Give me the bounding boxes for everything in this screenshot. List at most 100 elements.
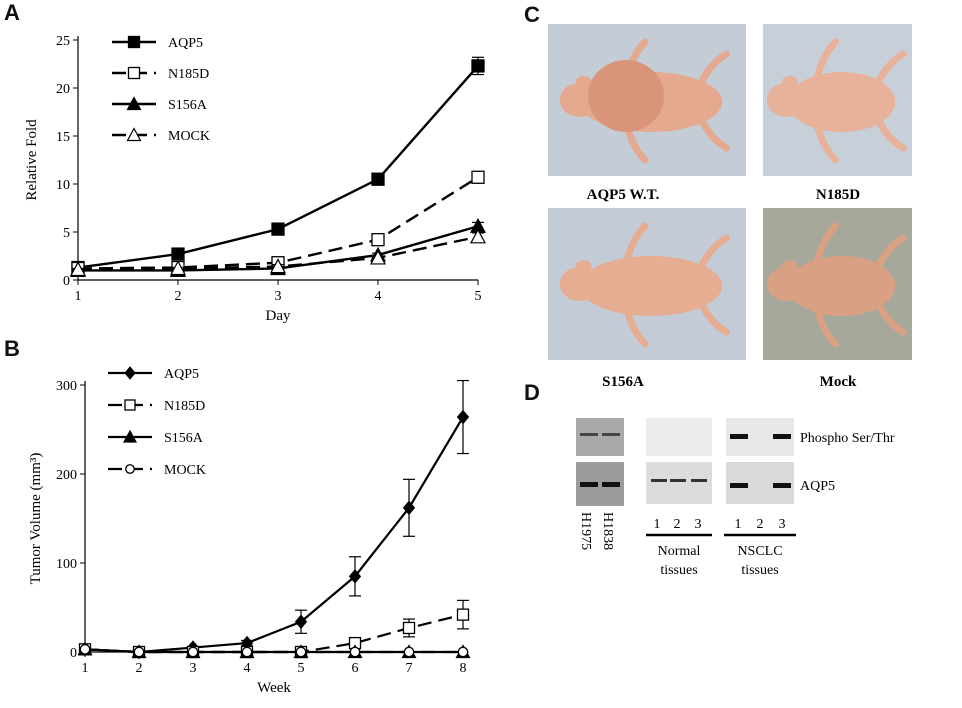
legend-label-aqp5: AQP5 [168,36,203,51]
legend-label-s156a: S156A [168,98,208,113]
mouse-leg [814,38,839,80]
mouse-leg [698,234,730,268]
x-tick-label: 4 [375,289,382,304]
data-point [369,249,387,265]
x-tick-label: 2 [175,289,182,304]
legend-marker [125,464,135,474]
mouse-photo-4 [763,208,912,360]
chart-relative-fold: 0 5 10 15 20 25 1 2 3 4 5 Day Relative Fold AQP5 N185D… [24,34,487,324]
series-line [77,65,479,269]
x-tick-label: 6 [352,661,359,676]
x-tick-label: 8 [460,661,467,676]
x-tick-label: 4 [244,661,251,676]
mouse-ear [781,260,798,272]
legend-marker [122,429,138,443]
photo-label-1: AQP5 W.T. [587,187,660,203]
photo-label-3: S156A [602,374,644,390]
legend-marker [124,399,136,411]
data-point [348,569,362,584]
band [773,434,791,439]
x-axis-title: Day [266,308,291,324]
data-point [169,260,187,276]
mouse-ear [781,76,798,88]
mouse-body [579,256,723,316]
photo-label-2: N185D [816,187,860,203]
data-point [171,247,185,261]
legend-label-s156a: S156A [164,431,204,446]
data-point [295,646,307,658]
lane-number: 2 [674,517,681,532]
data-point [471,170,485,184]
mouse-photo-2 [763,24,912,176]
mouse-leg [623,222,649,264]
y-tick-label: 20 [56,82,70,97]
data-point [456,409,470,425]
data-point [69,261,87,277]
mouse-photo-grid: AQP5 W.T. N185D S156A Mock [548,24,912,390]
band [580,433,598,436]
cell-line-h1975: H1975 [578,512,593,550]
y-tick-label: 0 [70,646,77,661]
mouse-body [787,256,896,316]
x-tick-label: 7 [406,661,413,676]
mouse-leg [623,306,649,348]
data-point [269,258,287,274]
y-tick-label: 100 [56,557,77,572]
data-point [469,228,487,244]
mouse-leg [698,50,730,84]
legend-label-aqp5: AQP5 [164,367,199,382]
mouse-leg [698,302,730,336]
blot-normal-phospho [646,418,712,456]
mouse-leg [875,118,907,152]
band [602,433,620,436]
mouse-ear [575,76,592,88]
photo-label-4: Mock [820,374,857,390]
x-tick-label: 2 [136,661,143,676]
blot-cellline-phospho [576,418,624,456]
y-axis-title: Tumor Volume (mm³) [28,453,44,585]
caption-normal: Normal [658,544,701,559]
mouse-leg [814,306,839,348]
legend: AQP5 N185D S156A MOCK [108,366,206,478]
data-point [79,644,91,655]
mouse-leg [698,118,730,152]
y-tick-label: 200 [56,468,77,483]
y-tick-label: 300 [56,379,77,394]
lane-number: 3 [779,517,786,532]
y-tick-label: 25 [56,34,70,49]
data-point [241,646,253,658]
data-point [271,222,285,236]
mouse-leg [875,50,907,84]
mouse-photo-1 [548,24,746,176]
series-line [84,648,463,654]
mouse-leg [814,122,839,164]
data-point [187,646,199,658]
band [730,434,748,439]
band [691,479,707,482]
legend-marker [126,96,142,111]
panel-letter-c: C [524,2,540,27]
mouse-body [787,72,896,132]
data-point [371,233,385,247]
x-tick-label: 1 [82,661,89,676]
band [670,479,686,482]
data-point [471,59,485,73]
data-point [403,646,415,658]
lane-number: 1 [654,517,661,532]
row-label-aqp5: AQP5 [800,479,835,494]
legend-label-mock: MOCK [168,129,210,144]
legend: AQP5 N185D S156A MOCK [112,35,210,144]
blot-normal-aqp5 [646,462,712,504]
lane-number: 1 [735,517,742,532]
data-point [133,646,145,658]
data-point [349,646,361,658]
mouse-ear [575,260,592,272]
legend-marker [127,66,141,80]
mouse-leg [875,302,907,336]
x-tick-label: 3 [275,289,282,304]
x-tick-label: 5 [475,289,482,304]
chart-tumor-volume: 0 100 200 300 1 2 3 4 5 6 7 8 Week Tumor Volume (mm³)… [28,366,471,696]
lane-number: 2 [757,517,764,532]
cell-line-h1838: H1838 [600,512,615,550]
lane-number: 3 [695,517,702,532]
